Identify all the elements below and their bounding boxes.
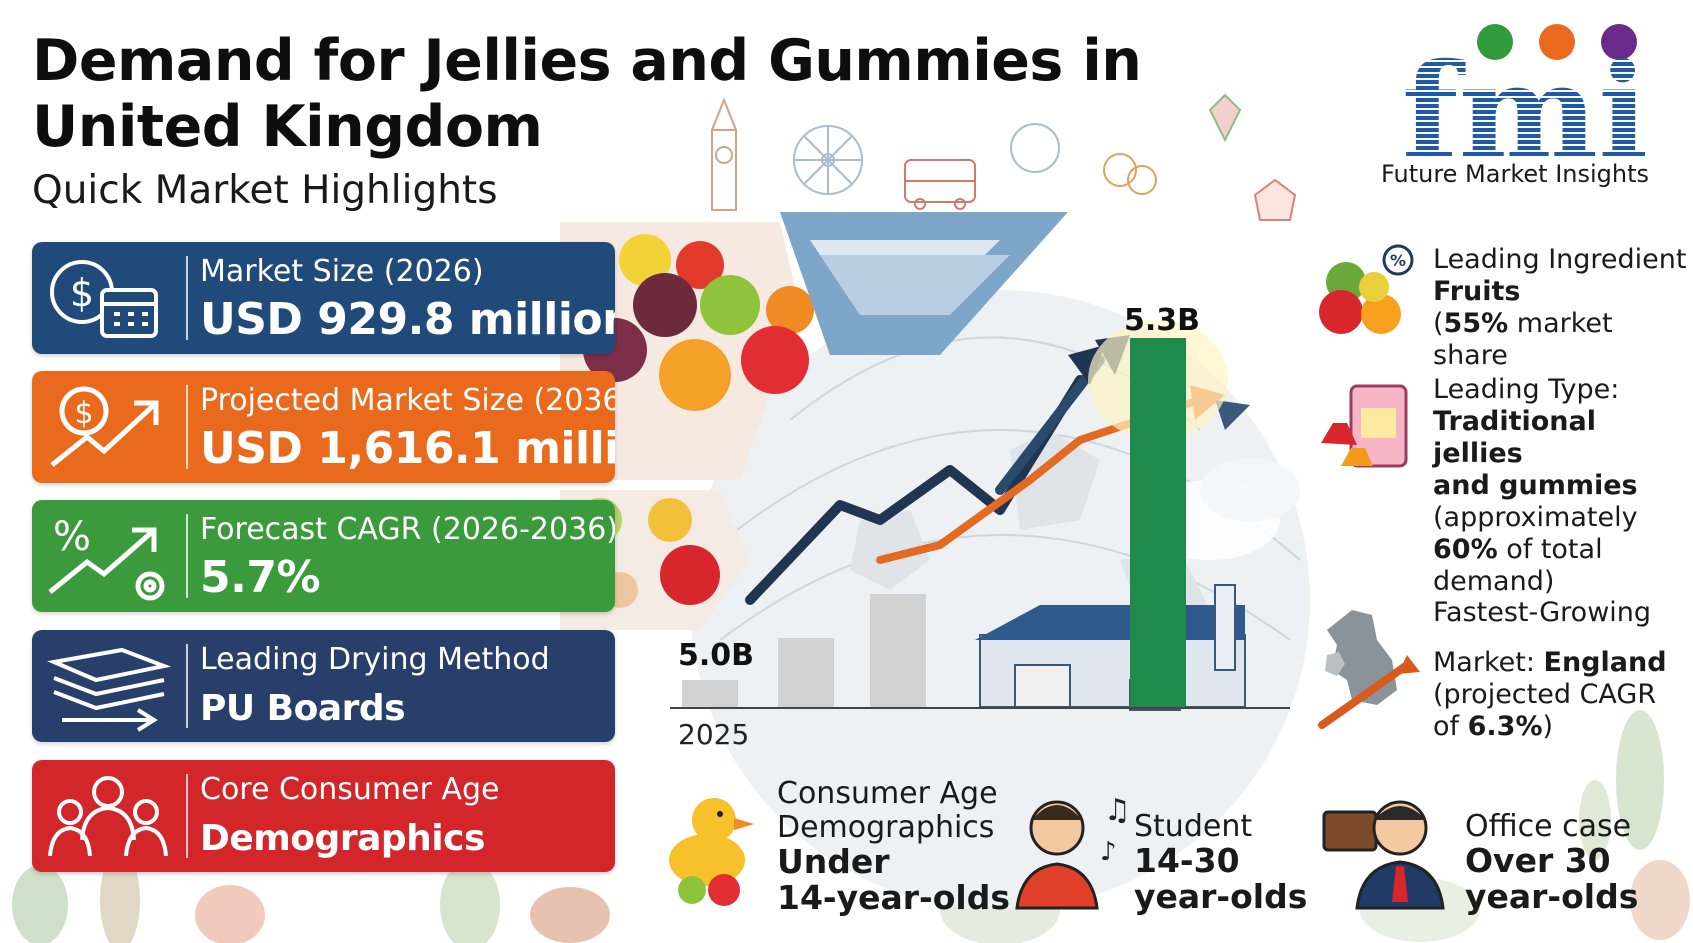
family-group-icon <box>42 770 174 862</box>
bar-end <box>1130 338 1186 708</box>
metric-card: Core Consumer Age Demographics <box>32 760 615 872</box>
card-divider <box>186 385 188 469</box>
bar-2025 <box>682 680 738 708</box>
segment-student-value1: 14-30 <box>1134 841 1240 880</box>
type-value-line2: and gummies <box>1433 470 1638 501</box>
card-divider <box>186 514 188 598</box>
pu-board-photo-icon <box>780 212 1068 355</box>
ferris-wheel-icon <box>793 125 863 195</box>
segment-office-title: Office case <box>1465 809 1632 844</box>
bar-intermediate <box>778 638 834 708</box>
percent-gear-arrow-icon: % <box>42 510 174 602</box>
metric-card: $ Market Size (2026) USD 929.8 million <box>32 242 615 354</box>
metric-card: Leading Drying Method PU Boards <box>32 630 615 742</box>
logo-name: Future Market Insights <box>1381 160 1650 188</box>
card-label: Forecast CAGR (2026-2036) <box>200 512 615 547</box>
segment-office: Office case Over 30 year-olds <box>1465 810 1638 916</box>
card-label: Market Size (2026) <box>200 254 484 289</box>
ingredient-share: (55% market share <box>1433 308 1613 371</box>
dollar-growth-arrow-icon: $ <box>42 381 174 473</box>
jelly-bag-icon <box>1321 384 1408 468</box>
landmark-sketch-icon <box>711 97 737 211</box>
segment-under-14-title2: Demographics <box>777 810 995 845</box>
fastest-growing-block: Fastest-Growing Market: England (project… <box>1433 597 1667 743</box>
globe-green-icon <box>1477 24 1513 60</box>
metric-card: $ Projected Market Size (2036) USD 1,616.1… <box>32 371 615 483</box>
card-label: Leading Drying Method <box>200 642 550 677</box>
fastest-detail-line2: of 6.3%) <box>1433 711 1554 742</box>
bar-label-start: 5.0B <box>678 638 755 673</box>
title-line-2: United Kingdom <box>32 94 543 160</box>
type-detail-line3: demand) <box>1433 566 1555 597</box>
market-bar-chart <box>670 320 1290 709</box>
bus-icon <box>904 159 976 210</box>
svg-text:$: $ <box>70 271 94 315</box>
segment-student-title: Student <box>1134 809 1253 844</box>
page-subtitle: Quick Market Highlights <box>32 168 498 213</box>
leading-type-block: Leading Type: Traditional jellies and gu… <box>1433 374 1693 598</box>
duck-gummy-icon <box>669 798 754 906</box>
x-axis-label-2025: 2025 <box>678 718 750 751</box>
strawberry-icon <box>1208 93 1242 143</box>
segment-student-value2: year-olds <box>1134 877 1308 916</box>
card-divider <box>186 644 188 728</box>
segment-under-14: Consumer Age Demographics Under 14-year-… <box>777 777 1010 917</box>
segment-under-14-value1: Under <box>777 842 890 881</box>
svg-text:$: $ <box>74 396 93 431</box>
card-label: Core Consumer Age <box>200 772 500 807</box>
segment-office-value1: Over 30 <box>1465 841 1611 880</box>
card-value: USD 929.8 million <box>200 294 615 345</box>
type-value-line1: Traditional jellies <box>1433 406 1596 469</box>
title-line-1: Demand for Jellies and Gummies in <box>32 28 1142 94</box>
fastest-detail-line1: (projected CAGR <box>1433 679 1657 710</box>
card-value: Demographics <box>200 818 485 859</box>
dollar-calendar-icon: $ <box>42 252 174 344</box>
layered-boards-icon <box>42 640 174 732</box>
fastest-market: Market: England <box>1433 647 1667 678</box>
segment-student: Student 14-30 year-olds <box>1134 810 1307 916</box>
card-value: 5.7% <box>200 552 321 603</box>
fmi-logo: fmi <box>1402 24 1649 190</box>
svg-text:♪: ♪ <box>1100 837 1117 867</box>
globe-orange-icon <box>1539 24 1575 60</box>
type-detail-line2: 60% of total <box>1433 534 1603 565</box>
card-divider <box>186 774 188 858</box>
type-label: Leading Type: <box>1433 374 1620 405</box>
page-title: Demand for Jellies and Gummies in United… <box>32 28 1172 160</box>
globe-purple-icon <box>1601 24 1637 60</box>
svg-text:%: % <box>53 514 91 560</box>
logo-letters: fmi <box>1402 35 1649 190</box>
segment-under-14-value2: 14-year-olds <box>777 878 1010 917</box>
card-label: Projected Market Size (2036) <box>200 383 615 418</box>
leading-ingredient-block: Leading Ingredient Fruits (55% market sh… <box>1433 244 1693 372</box>
svg-text:♫: ♫ <box>1104 793 1127 828</box>
card-divider <box>186 256 188 340</box>
type-detail-line1: (approximately <box>1433 502 1638 533</box>
fastest-label: Fastest-Growing <box>1433 597 1652 628</box>
card-value: USD 1,616.1 million <box>200 423 615 474</box>
ingredient-label: Leading Ingredient <box>1433 244 1687 275</box>
card-value: PU Boards <box>200 688 406 729</box>
segment-office-value2: year-olds <box>1465 877 1639 916</box>
office-worker-icon <box>1322 800 1445 910</box>
svg-text:%: % <box>1390 251 1406 270</box>
uk-map-growth-icon <box>1318 610 1420 729</box>
bar-intermediate <box>870 594 926 708</box>
metric-card: % Forecast CAGR (2026-2036) 5.7% <box>32 500 615 612</box>
student-music-icon: ♫ ♪ <box>1015 793 1127 910</box>
segment-under-14-title1: Consumer Age <box>777 776 998 811</box>
bar-label-end: 5.3B <box>1124 303 1201 338</box>
ingredient-value: Fruits <box>1433 276 1521 307</box>
fruits-icon: % <box>1319 244 1414 334</box>
